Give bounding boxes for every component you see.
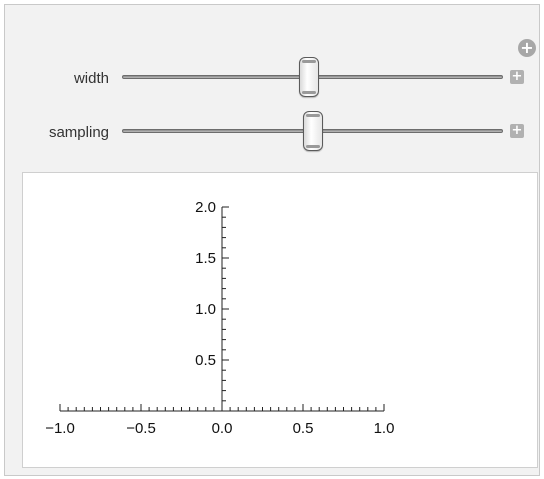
y-tick-label: 0.5	[195, 352, 216, 369]
manipulate-panel: + width + sampling + −1.0 −0.5 0.0 0.5 1.0 0.…	[4, 4, 540, 476]
x-tick-label: 1.0	[374, 420, 395, 437]
y-tick-label: 2.0	[195, 199, 216, 216]
x-tick-label: −1.0	[45, 420, 75, 437]
sampling-label: sampling	[5, 124, 109, 141]
width-expand-icon[interactable]: +	[510, 70, 524, 84]
width-label: width	[5, 70, 109, 87]
x-tick-label: 0.5	[293, 420, 314, 437]
add-controls-icon[interactable]: +	[518, 39, 536, 57]
x-tick-label: −0.5	[126, 420, 156, 437]
sampling-slider-thumb[interactable]	[303, 111, 323, 151]
y-tick-label: 1.0	[195, 301, 216, 318]
x-tick-label: 0.0	[212, 420, 233, 437]
y-tick-label: 1.5	[195, 250, 216, 267]
sampling-expand-icon[interactable]: +	[510, 124, 524, 138]
width-slider-thumb[interactable]	[299, 57, 319, 97]
plot-svg: −1.0 −0.5 0.0 0.5 1.0 0.5 1.0 1.5 2.0	[23, 173, 537, 467]
plot-area: −1.0 −0.5 0.0 0.5 1.0 0.5 1.0 1.5 2.0	[22, 172, 538, 468]
